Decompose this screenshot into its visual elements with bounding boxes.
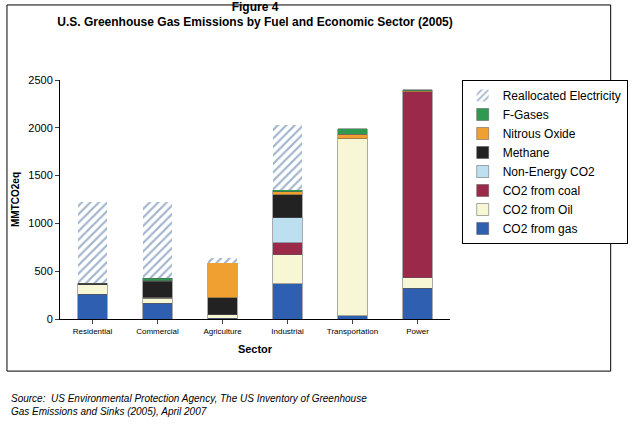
svg-text:0: 0 [47,313,53,325]
svg-text:CO2 from coal: CO2 from coal [503,184,580,198]
svg-text:2000: 2000 [28,122,52,134]
svg-text:Sector: Sector [238,343,273,355]
svg-text:F-Gases: F-Gases [503,108,549,122]
svg-text:Source: US Environmental Prot: Source: US Environmental Protection Agen… [11,393,367,417]
svg-text:Residential: Residential [73,327,113,336]
svg-text:Figure 4U.S. Greenhouse Gas Em: Figure 4U.S. Greenhouse Gas Emissions by… [57,0,452,29]
svg-text:1500: 1500 [28,169,52,181]
svg-text:Power: Power [406,327,429,336]
svg-text:Commercial: Commercial [136,327,179,336]
svg-text:CO2 from Oil: CO2 from Oil [503,203,573,217]
svg-text:500: 500 [34,265,52,277]
svg-text:MMTCO2eq: MMTCO2eq [10,172,21,227]
svg-text:Agriculture: Agriculture [203,327,242,336]
svg-text:CO2 from gas: CO2 from gas [503,222,578,236]
svg-text:Reallocated Electricity: Reallocated Electricity [503,89,621,103]
svg-text:Methane: Methane [503,146,550,160]
svg-text:Transportation: Transportation [327,327,378,336]
svg-text:1000: 1000 [28,217,52,229]
svg-text:Industrial: Industrial [271,327,304,336]
svg-text:2500: 2500 [28,74,52,86]
svg-text:Nitrous Oxide: Nitrous Oxide [503,127,576,141]
svg-text:Non-Energy CO2: Non-Energy CO2 [503,165,595,179]
